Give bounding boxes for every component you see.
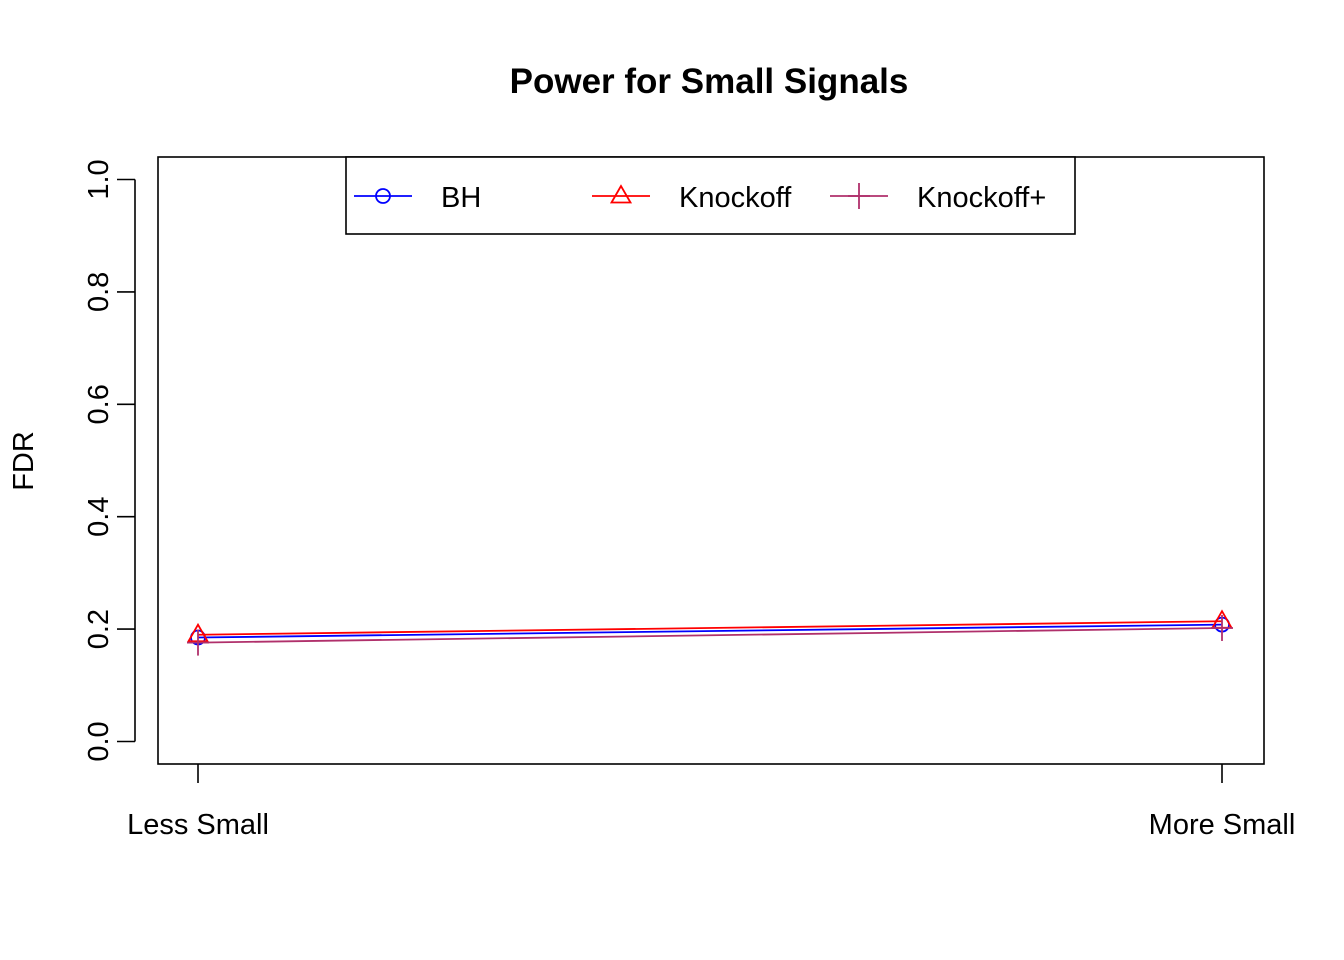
x-tick-label: More Small — [1149, 809, 1296, 841]
chart-title: Power for Small Signals — [510, 62, 909, 101]
y-tick-label: 0.6 — [83, 384, 115, 424]
legend: BH Knockoff Knockoff+ — [345, 156, 1076, 235]
legend-item: BH — [354, 182, 481, 214]
y-tick-label: 0.8 — [83, 272, 115, 312]
legend-label: Knockoff — [679, 182, 792, 214]
y-axis-label: FDR — [8, 431, 40, 491]
x-tick-label: Less Small — [127, 809, 269, 841]
y-axis: 0.0 0.2 0.4 0.6 0.8 1.0 — [83, 159, 136, 762]
triangle-marker — [609, 184, 633, 204]
x-axis: Less Small More Small — [127, 764, 1295, 841]
series-line — [197, 620, 1223, 636]
y-tick-label: 0.4 — [83, 497, 115, 537]
legend-item: Knockoff — [592, 182, 792, 214]
series-line — [197, 627, 1223, 644]
y-tick-label: 0.0 — [83, 721, 115, 761]
y-tick-label: 1.0 — [83, 159, 115, 199]
legend-box — [345, 156, 1076, 235]
legend-item: Knockoff+ — [830, 182, 1046, 214]
plus-marker — [1211, 614, 1233, 641]
series-knockoff-plus — [187, 614, 1233, 656]
series-line — [197, 623, 1223, 639]
plot-frame — [157, 156, 1265, 765]
plus-marker — [187, 629, 209, 656]
y-tick-label: 0.2 — [83, 609, 115, 649]
series-layer — [186, 609, 1234, 656]
plus-marker — [848, 183, 870, 209]
circle-marker — [375, 188, 391, 204]
legend-label: Knockoff+ — [917, 182, 1046, 214]
legend-label: BH — [441, 182, 481, 214]
